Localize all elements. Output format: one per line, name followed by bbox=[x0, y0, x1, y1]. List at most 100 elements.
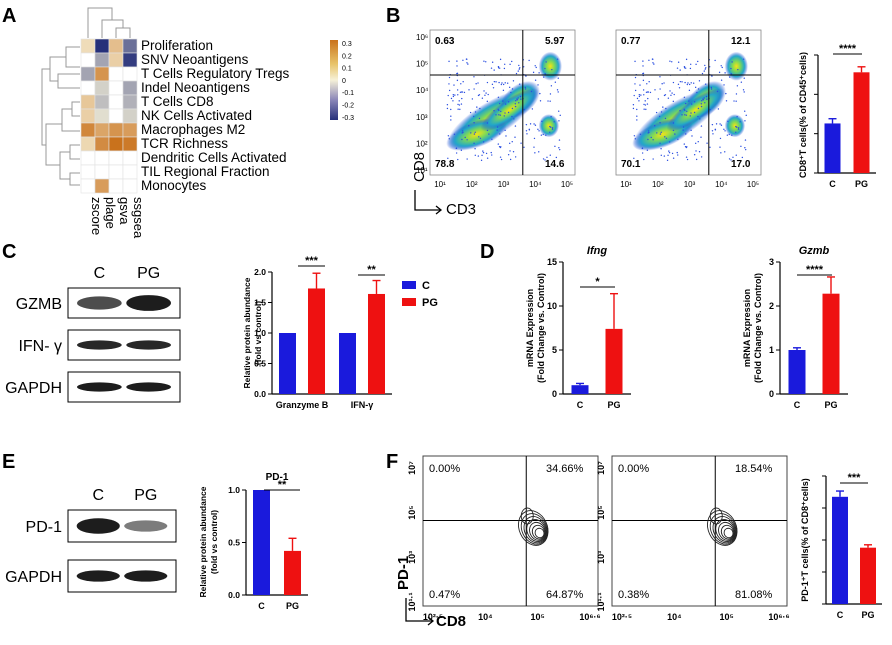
event-dot bbox=[462, 81, 464, 83]
event-dot bbox=[511, 107, 514, 110]
event-dot bbox=[699, 118, 701, 120]
event-dot bbox=[498, 67, 501, 69]
heatmap-col-label: zscore bbox=[89, 197, 104, 235]
event-dot bbox=[512, 80, 515, 82]
legend-label: C bbox=[422, 280, 430, 292]
event-dot bbox=[664, 117, 667, 120]
event-dot bbox=[671, 61, 673, 63]
heatmap-cell bbox=[108, 66, 124, 82]
event-dot bbox=[518, 102, 520, 104]
event-dot bbox=[554, 145, 556, 148]
event-dot bbox=[556, 89, 559, 91]
event-dot bbox=[456, 72, 458, 75]
y-tick-label: 0.0 bbox=[254, 389, 266, 399]
event-dot bbox=[496, 129, 498, 131]
legend-tick-label: 0.3 bbox=[342, 41, 352, 48]
event-dot bbox=[509, 150, 511, 152]
event-dot bbox=[526, 133, 528, 135]
event-dot bbox=[684, 67, 687, 69]
event-dot bbox=[540, 134, 543, 136]
heatmap-row-label: Indel Neoantigens bbox=[141, 80, 250, 95]
event-dot bbox=[523, 108, 525, 111]
heatmap-cell bbox=[80, 94, 96, 110]
event-dot bbox=[726, 134, 729, 136]
event-dot bbox=[514, 103, 517, 105]
event-dot bbox=[456, 89, 459, 91]
event-dot bbox=[491, 138, 493, 140]
category-label: Granzyme B bbox=[276, 400, 329, 410]
event-dot bbox=[558, 120, 560, 122]
event-dot bbox=[679, 69, 681, 71]
event-dot bbox=[555, 156, 558, 159]
bar bbox=[788, 350, 806, 394]
heatmap-cell bbox=[94, 178, 110, 194]
chart-title: PD-1 bbox=[266, 472, 289, 483]
event-dot bbox=[740, 81, 743, 83]
event-dot bbox=[695, 142, 697, 145]
event-dot bbox=[739, 121, 741, 123]
event-dot bbox=[685, 133, 687, 135]
x-tick-label: 10⁵ bbox=[561, 180, 573, 189]
event-dot bbox=[706, 142, 708, 144]
heatmap-cell bbox=[80, 178, 96, 194]
event-dot bbox=[485, 152, 488, 155]
event-dot bbox=[511, 115, 513, 118]
event-dot bbox=[456, 65, 458, 67]
event-dot bbox=[672, 157, 675, 159]
event-dot bbox=[705, 67, 707, 69]
heatmap-cell bbox=[108, 52, 124, 68]
contour-ring bbox=[715, 519, 736, 542]
x-tick-label: 10⁵ bbox=[747, 180, 759, 189]
event-dot bbox=[660, 154, 662, 156]
event-dot bbox=[686, 83, 689, 86]
blot-band bbox=[124, 570, 168, 582]
event-dot bbox=[693, 101, 696, 103]
event-dot bbox=[719, 137, 722, 140]
event-dot bbox=[650, 136, 652, 139]
event-dot bbox=[683, 143, 686, 145]
heatmap-cell bbox=[94, 38, 110, 54]
x-tick-label: 10³ bbox=[684, 180, 696, 189]
event-dot bbox=[730, 73, 732, 75]
event-dot bbox=[700, 136, 702, 138]
event-dot bbox=[706, 98, 708, 100]
event-dot bbox=[466, 158, 468, 160]
x-tick-label: 10² bbox=[652, 180, 664, 189]
event-dot bbox=[648, 59, 650, 61]
heatmap-row-label: Dendritic Cells Activated bbox=[141, 150, 287, 165]
event-dot bbox=[649, 91, 652, 94]
event-dot bbox=[535, 66, 537, 69]
event-dot bbox=[702, 98, 704, 100]
event-dot bbox=[683, 108, 685, 111]
heatmap-cell bbox=[122, 164, 138, 180]
event-dot bbox=[711, 75, 713, 77]
y-tick-label: 10² bbox=[416, 139, 428, 148]
event-dot bbox=[703, 97, 705, 99]
heatmap-cell bbox=[80, 164, 96, 180]
event-dot bbox=[690, 112, 692, 114]
category-label: PG bbox=[607, 400, 620, 410]
bar bbox=[822, 293, 840, 394]
bar bbox=[284, 550, 301, 595]
event-dot bbox=[493, 80, 496, 83]
heatmap-cell bbox=[80, 80, 96, 96]
bar bbox=[253, 490, 270, 595]
y-tick-label: 10⁴ bbox=[416, 86, 429, 95]
event-dot bbox=[642, 60, 644, 62]
event-dot bbox=[693, 154, 696, 156]
event-dot bbox=[507, 154, 510, 156]
heatmap-cell bbox=[122, 136, 138, 152]
event-dot bbox=[482, 141, 485, 143]
x-tick-label: 10⁵ bbox=[531, 612, 545, 622]
blot-band bbox=[76, 296, 122, 310]
event-dot bbox=[647, 130, 650, 132]
event-dot bbox=[475, 83, 477, 85]
event-dot bbox=[634, 138, 637, 140]
legend-tick-label: 0.1 bbox=[342, 66, 352, 73]
event-dot bbox=[744, 139, 747, 141]
event-dot bbox=[455, 152, 458, 154]
event-dot bbox=[704, 83, 707, 85]
y-tick-label: 1.5 bbox=[254, 298, 266, 308]
event-dot bbox=[684, 145, 687, 148]
